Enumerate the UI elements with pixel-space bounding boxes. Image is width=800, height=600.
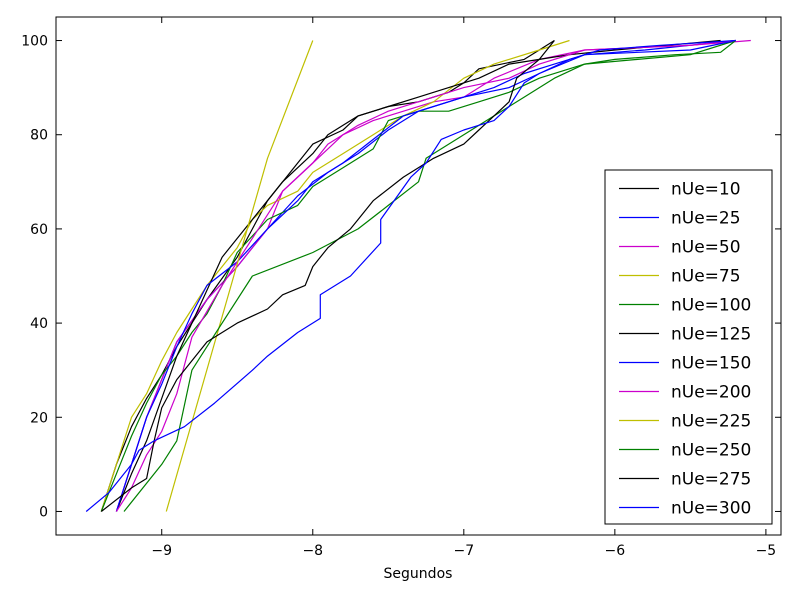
y-tick-label: 40 — [30, 316, 48, 332]
legend-label: nUe=100 — [671, 296, 751, 316]
x-axis-title: Segundos — [384, 566, 453, 582]
series-line-6 — [115, 39, 736, 512]
series-line-10 — [100, 40, 555, 512]
legend-label: nUe=250 — [671, 441, 751, 461]
legend-label: nUe=125 — [671, 325, 751, 345]
x-tick-label: −6 — [605, 543, 626, 559]
y-tick-label: 0 — [39, 504, 48, 520]
legend-label: nUe=50 — [671, 238, 741, 258]
legend-label: nUe=200 — [671, 383, 751, 403]
series-line-2 — [115, 39, 751, 512]
series-line-9 — [123, 40, 737, 512]
x-tick-label: −8 — [302, 543, 323, 559]
y-tick-label: 20 — [30, 410, 48, 426]
series-lines — [85, 39, 751, 512]
series-line-7 — [115, 39, 736, 512]
axis-ticks: −9 −8 −7 −6 −5 0 20 40 60 80 100 — [21, 17, 781, 559]
legend-label: nUe=225 — [671, 412, 751, 432]
series-line-0 — [100, 39, 555, 512]
x-tick-label: −7 — [453, 543, 474, 559]
y-tick-label: 100 — [21, 34, 48, 50]
legend-label: nUe=300 — [671, 499, 751, 519]
legend-box — [604, 169, 773, 525]
legend-label: nUe=275 — [671, 470, 751, 490]
series-line-4 — [100, 39, 736, 512]
y-tick-label: 80 — [30, 128, 48, 144]
legend-label: nUe=75 — [671, 267, 741, 287]
legend-label: nUe=10 — [671, 180, 741, 200]
series-line-3 — [100, 39, 570, 512]
series-line-11 — [85, 39, 736, 512]
legend-label: nUe=150 — [671, 354, 751, 374]
series-line-5 — [115, 39, 721, 512]
legend: nUe=10 nUe=25 nUe=50 nUe=75 nUe=100 nUe=125 nU… — [604, 169, 773, 525]
series-line-8 — [165, 40, 314, 512]
y-tick-label: 60 — [30, 222, 48, 238]
legend-label: nUe=25 — [671, 209, 741, 229]
x-tick-label: −5 — [756, 543, 777, 559]
x-tick-label: −9 — [151, 543, 172, 559]
